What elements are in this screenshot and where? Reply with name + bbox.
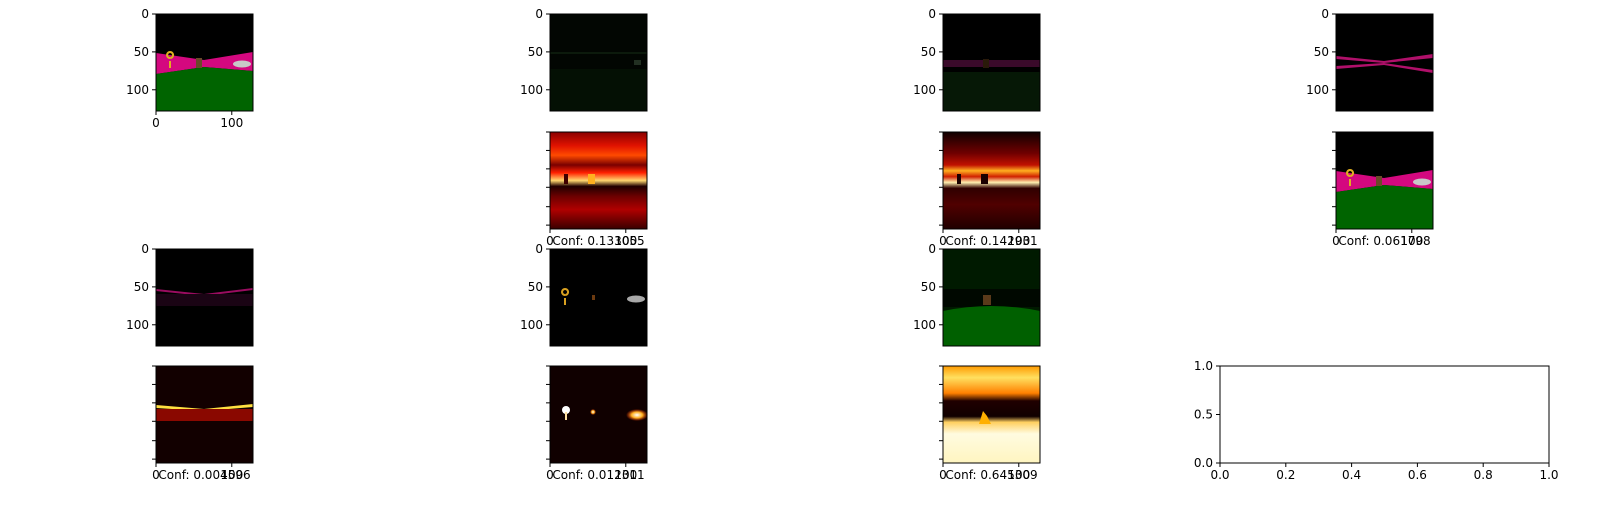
panel-r4c4: 0.0 0.2 0.4 0.6 0.8 1.0 0.0 0.5 1.0 bbox=[1194, 359, 1559, 482]
x-tick-label: 0 bbox=[152, 468, 160, 482]
y-tick-label: 50 bbox=[921, 45, 936, 59]
y-tick-label: 0 bbox=[535, 7, 543, 21]
x-tick-label: 0.0 bbox=[1210, 468, 1229, 482]
axes-frame bbox=[1335, 131, 1434, 230]
x-tick-label: 0.8 bbox=[1474, 468, 1493, 482]
y-tick-label: 0 bbox=[928, 7, 936, 21]
x-tick-label: 100 bbox=[1007, 468, 1030, 482]
panel-r3c3: 0 50 100 bbox=[913, 242, 1041, 347]
panel-r3c1: 0 50 100 bbox=[126, 242, 254, 347]
y-tick-label: 0 bbox=[141, 7, 149, 21]
y-tick-label: 50 bbox=[134, 280, 149, 294]
axes-frame bbox=[942, 365, 1041, 464]
confidence-caption: Conf: 0.142931 bbox=[945, 234, 1037, 248]
y-tick-label: 100 bbox=[520, 318, 543, 332]
confidence-caption: Conf: 0.645309 bbox=[945, 468, 1037, 482]
y-tick-label: 0 bbox=[535, 242, 543, 256]
x-tick-label: 0.2 bbox=[1276, 468, 1295, 482]
y-tick-label: 100 bbox=[1306, 83, 1329, 97]
panel-r1c2: 0 50 100 bbox=[520, 7, 648, 112]
x-tick-label: 0 bbox=[546, 468, 554, 482]
x-tick-label: 0 bbox=[939, 234, 947, 248]
y-tick-label: 100 bbox=[913, 318, 936, 332]
y-tick-label: 0 bbox=[928, 242, 936, 256]
confidence-caption: Conf: 0.061798 bbox=[1338, 234, 1430, 248]
y-tick-label: 1.0 bbox=[1194, 359, 1213, 373]
axes-frame bbox=[942, 248, 1041, 347]
y-tick-label: 50 bbox=[134, 45, 149, 59]
x-tick-label: 0 bbox=[546, 234, 554, 248]
y-tick-label: 100 bbox=[126, 318, 149, 332]
x-tick-label: 1.0 bbox=[1539, 468, 1558, 482]
x-tick-label: 100 bbox=[1400, 234, 1423, 248]
y-tick-label: 50 bbox=[528, 45, 543, 59]
axes-frame bbox=[549, 365, 648, 464]
axes-frame bbox=[942, 13, 1041, 112]
axes-frame bbox=[1219, 365, 1550, 464]
y-tick-label: 100 bbox=[913, 83, 936, 97]
y-tick-label: 0.0 bbox=[1194, 456, 1213, 470]
x-tick-label: 0 bbox=[939, 468, 947, 482]
axes-frame bbox=[549, 248, 648, 347]
confidence-caption: Conf: 0.012311 bbox=[552, 468, 644, 482]
axes-frame bbox=[549, 131, 648, 230]
axes-frame bbox=[1335, 13, 1434, 112]
x-tick-label: 0.6 bbox=[1408, 468, 1427, 482]
axes-frame bbox=[155, 248, 254, 347]
confidence-caption: Conf: 0.004596 bbox=[158, 468, 250, 482]
panel-r3c2: 0 50 100 bbox=[520, 242, 648, 347]
x-tick-label: 100 bbox=[220, 468, 243, 482]
panel-r1c3: 0 50 100 bbox=[913, 7, 1041, 112]
panel-r1c1: 0 50 100 0 100 bbox=[126, 7, 254, 130]
y-tick-label: 0 bbox=[141, 242, 149, 256]
panel-r1c4: 0 50 100 bbox=[1306, 7, 1434, 112]
axes-frame bbox=[155, 365, 254, 464]
confidence-caption: Conf: 0.133055 bbox=[552, 234, 644, 248]
y-tick-label: 0.5 bbox=[1194, 408, 1213, 422]
x-tick-label: 100 bbox=[614, 234, 637, 248]
axes-frame bbox=[155, 13, 254, 112]
y-tick-label: 100 bbox=[520, 83, 543, 97]
y-tick-label: 50 bbox=[921, 280, 936, 294]
x-tick-label: 100 bbox=[1007, 234, 1030, 248]
y-tick-label: 100 bbox=[126, 83, 149, 97]
y-tick-label: 0 bbox=[1321, 7, 1329, 21]
axes-frame bbox=[942, 131, 1041, 230]
y-tick-label: 50 bbox=[528, 280, 543, 294]
x-tick-label: 0.4 bbox=[1342, 468, 1361, 482]
axes-frame bbox=[549, 13, 648, 112]
x-tick-label: 100 bbox=[220, 116, 243, 130]
y-tick-label: 50 bbox=[1314, 45, 1329, 59]
x-tick-label: 0 bbox=[1332, 234, 1340, 248]
x-tick-label: 0 bbox=[152, 116, 160, 130]
x-tick-label: 100 bbox=[614, 468, 637, 482]
